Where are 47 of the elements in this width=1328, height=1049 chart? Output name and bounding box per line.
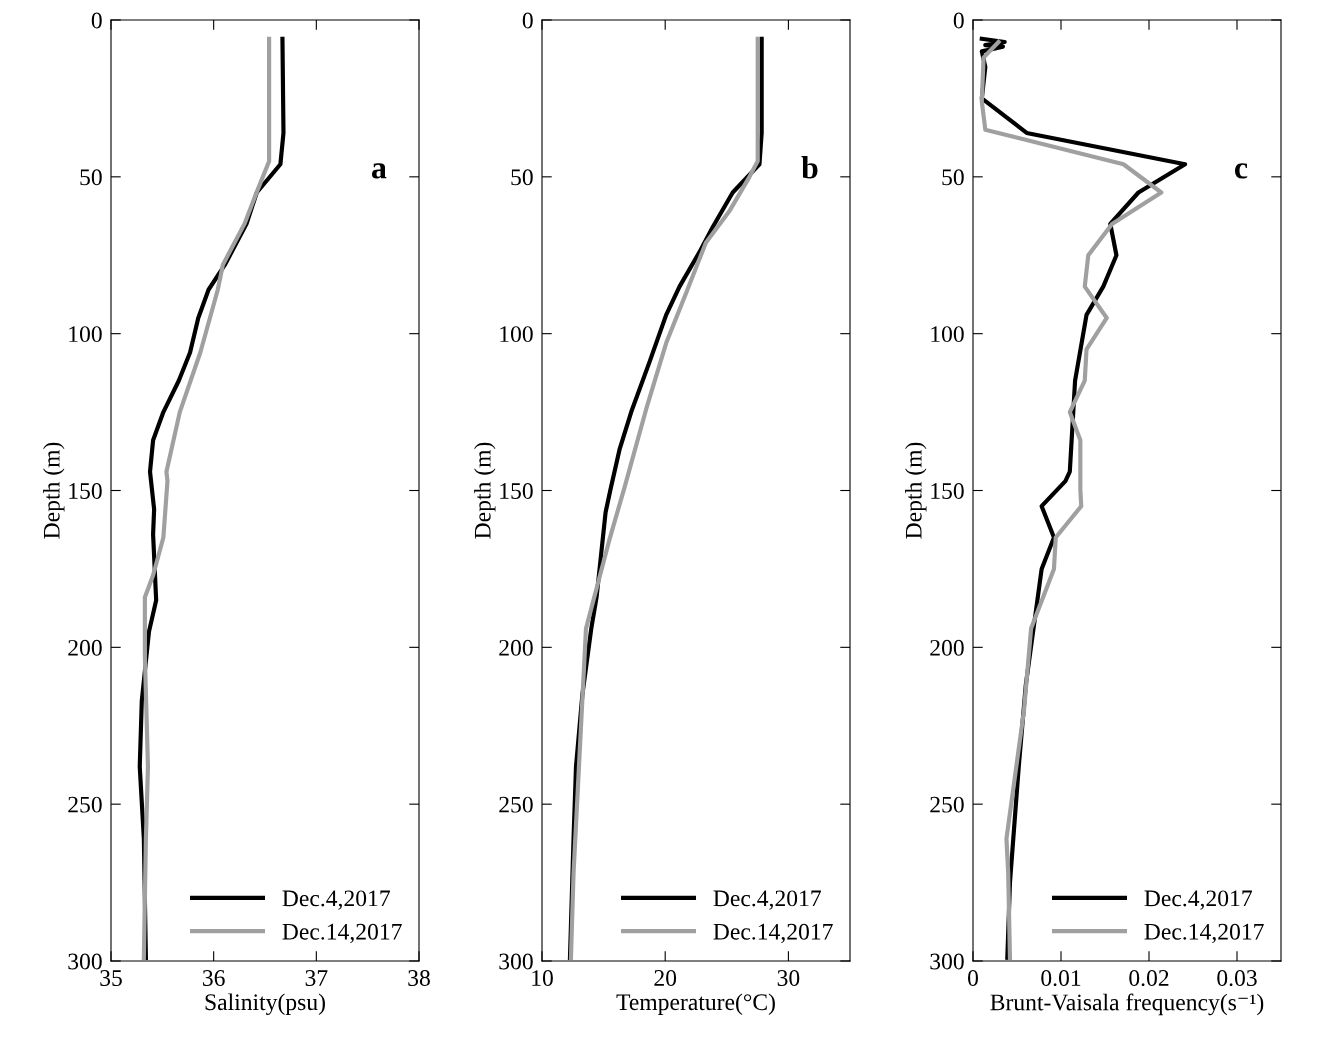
y-tick-label: 200	[930, 639, 964, 656]
y-tick-label: 0	[522, 12, 533, 29]
y-tick-label: 200	[68, 639, 102, 656]
y-tick-label: 300	[499, 953, 533, 970]
x-tick-label: 10	[532, 970, 553, 986]
legend-label: Dec.4,2017	[713, 890, 821, 910]
y-tick-label: 250	[930, 796, 964, 813]
y-tick-label: 250	[68, 796, 102, 813]
x-tick-label: 20	[654, 970, 677, 986]
y-tick-label: 150	[500, 482, 533, 499]
x-tick-label: 0.02	[1129, 970, 1169, 987]
y-tick-label: 100	[69, 326, 102, 343]
x-tick-label: 36	[202, 970, 225, 986]
legend-label: Dec.14,2017	[282, 923, 402, 944]
x-axis-title: Brunt-Vaisala frequency(s⁻¹)	[990, 993, 1264, 1016]
y-tick-label: 50	[511, 169, 533, 186]
y-axis-title: Depth (m)	[905, 442, 927, 539]
annotation: c	[1234, 163, 1248, 179]
y-tick-label: 200	[499, 639, 533, 656]
y-tick-label: 250	[499, 796, 533, 813]
x-tick-label: 35	[100, 970, 122, 986]
annotation: b	[801, 156, 818, 179]
y-tick-label: 100	[931, 326, 964, 343]
legend-label: Dec.4,2017	[1144, 890, 1252, 910]
x-tick-label: 0	[968, 970, 978, 986]
y-tick-label: 0	[953, 12, 964, 29]
y-tick-label: 300	[930, 953, 964, 970]
legend-label: Dec.4,2017	[282, 890, 390, 910]
y-tick-label: 50	[80, 169, 102, 186]
y-axis-title: Depth (m)	[43, 442, 65, 539]
y-tick-label: 100	[500, 326, 533, 343]
x-axis-title: Temperature(°C)	[616, 993, 775, 1015]
legend-label: Dec.14,2017	[713, 923, 833, 944]
x-tick-label: 30	[777, 970, 800, 986]
x-tick-label: 37	[305, 970, 328, 986]
legend-label: Dec.14,2017	[1144, 923, 1264, 944]
x-tick-label: 38	[408, 970, 430, 986]
y-axis-title: Depth (m)	[474, 442, 496, 539]
annotation: a	[372, 163, 387, 179]
x-tick-label: 0.03	[1217, 970, 1257, 987]
y-tick-label: 150	[69, 482, 102, 499]
y-tick-label: 150	[931, 482, 964, 499]
y-tick-label: 50	[942, 169, 964, 186]
y-tick-label: 0	[91, 12, 102, 29]
x-axis-title: Salinity(psu)	[205, 993, 325, 1015]
x-tick-label: 0.01	[1041, 970, 1081, 987]
y-tick-label: 300	[68, 953, 102, 970]
